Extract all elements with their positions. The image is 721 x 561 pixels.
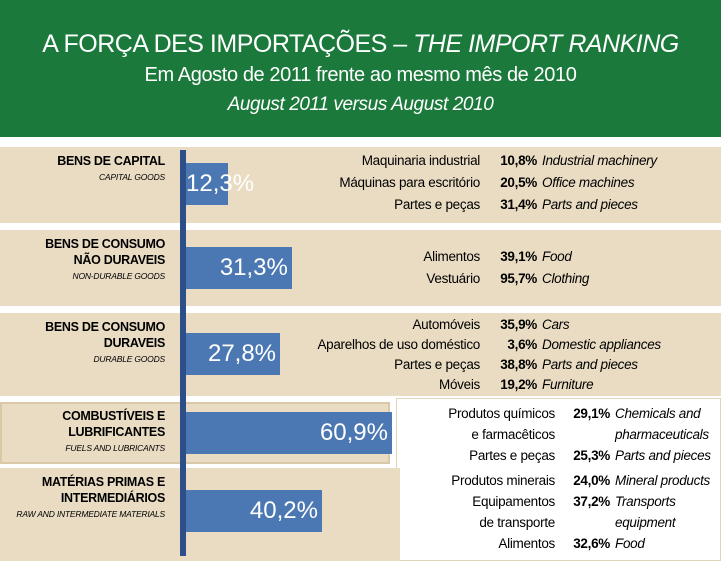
category-name-en: NON-DURABLE GOODS (72, 271, 166, 281)
item-value: 95,7% (500, 271, 537, 286)
item-value: 19,2% (500, 377, 537, 392)
row-band (0, 230, 721, 306)
category-name-en: CAPITAL GOODS (98, 172, 165, 182)
title: A FORÇA DES IMPORTAÇÕES – (42, 30, 414, 58)
category: MATÉRIAS PRIMAS E INTERMEDIÁRIOS RAW AND … (0, 474, 165, 519)
item-value: 24,0% (573, 473, 610, 488)
detail-item: Produtos químicos e farmacêticos 29,1% Che… (395, 403, 709, 445)
category-name-en: RAW AND INTERMEDIATE MATERIALS (16, 509, 165, 519)
item-value: 38,8% (500, 357, 537, 372)
category-name: BENS DE CAPITAL (57, 154, 165, 168)
category: BENS DE CONSUMO NÃO DURAVEIS NON-DURABLE … (0, 236, 165, 281)
bar: 60,9% (186, 412, 392, 454)
item-name: Aparelhos de uso doméstico (317, 337, 480, 352)
category: BENS DE CONSUMO DURAVEIS DURABLE GOODS (0, 319, 165, 364)
header: A FORÇA DES IMPORTAÇÕES – THE IMPORT RAN… (0, 0, 721, 137)
item-name: Maquinaria industrial (361, 153, 481, 168)
axis-line (180, 150, 186, 556)
item-name-en: Furniture (542, 377, 594, 392)
item-name: Alimentos (423, 249, 480, 264)
category-name: COMBUSTÍVEIS E LUBRIFICANTES (62, 409, 165, 439)
item-name-en: Parts and pieces (542, 357, 638, 372)
row-band (0, 147, 721, 223)
detail-item: Automóveis 35,9% Cars (200, 315, 569, 335)
item-name: Produtos químicos e farmacêticos (448, 406, 555, 442)
detail-box (396, 398, 721, 561)
item-value: 37,2% (573, 494, 610, 509)
item-name: Automóveis (412, 317, 480, 332)
item-name-en: Mineral products (615, 473, 710, 488)
item-value: 3,6% (507, 337, 537, 352)
detail-item: Maquinaria industrial 10,8% Industrial mac… (200, 150, 657, 172)
item-name-en: Transports equipment (615, 494, 676, 530)
detail-item: Partes e peças 38,8% Parts and pieces (200, 355, 638, 375)
item-name-en: Cars (542, 317, 570, 332)
category: BENS DE CAPITAL CAPITAL GOODS (0, 153, 165, 182)
item-name-en: Domestic appliances (542, 337, 661, 352)
detail-item: Vestuário 95,7% Clothing (200, 268, 589, 290)
detail-item: Partes e peças 31,4% Parts and pieces (200, 194, 638, 216)
item-name: Partes e peças (469, 448, 555, 463)
title-line: A FORÇA DES IMPORTAÇÕES – THE IMPORT RAN… (0, 30, 721, 59)
item-name: Máquinas para escritório (339, 175, 480, 190)
item-value: 25,3% (573, 448, 610, 463)
item-value: 31,4% (500, 197, 537, 212)
detail-item: Equipamentos de transporte 37,2% Transport… (395, 491, 676, 533)
bar: 31,3% (186, 247, 292, 289)
item-name-en: Clothing (542, 271, 590, 286)
item-name-en: Food (615, 536, 645, 551)
detail-item: Produtos minerais 24,0% Mineral products (395, 470, 710, 491)
item-name-en: Office machines (542, 175, 635, 190)
item-value: 20,5% (500, 175, 537, 190)
subtitle: Em Agosto de 2011 frente ao mesmo mês de… (144, 64, 577, 86)
bar: 40,2% (186, 490, 322, 532)
item-name-en: Food (542, 249, 572, 264)
item-name: Produtos minerais (451, 473, 555, 488)
detail-item: Alimentos 39,1% Food (200, 246, 572, 268)
bar-label: 27,8% (207, 340, 277, 367)
category-name-en: FUELS AND LUBRICANTS (65, 443, 165, 453)
bar-label: 40,2% (249, 497, 318, 524)
bar: 27,8% (186, 333, 281, 375)
category-name-en: DURABLE GOODS (93, 354, 165, 364)
detail-item: Alimentos 32,6% Food (395, 533, 645, 554)
item-name: Equipamentos de transporte (472, 494, 555, 530)
item-name-en: Chemicals and pharmaceuticals (615, 406, 709, 442)
item-value: 10,8% (500, 153, 537, 168)
detail-item: Partes e peças 25,3% Parts and pieces (395, 445, 711, 466)
item-name: Vestuário (426, 271, 480, 286)
category: COMBUSTÍVEIS E LUBRIFICANTES FUELS AND LU… (0, 408, 165, 453)
item-value: 35,9% (500, 317, 537, 332)
category-name: BENS DE CONSUMO NÃO DURAVEIS (45, 237, 165, 267)
item-value: 32,6% (573, 536, 610, 551)
detail-item: Móveis 19,2% Furniture (200, 375, 594, 395)
detail-item: Aparelhos de uso doméstico 3,6% Domestic a… (200, 335, 661, 355)
category-name: BENS DE CONSUMO DURAVEIS (45, 320, 165, 350)
item-name-en: Parts and pieces (615, 448, 711, 463)
row-band (0, 313, 721, 396)
title-en: THE IMPORT RANKING (413, 30, 679, 58)
bar-label: 60,9% (319, 419, 388, 446)
category-name: MATÉRIAS PRIMAS E INTERMEDIÁRIOS (41, 475, 165, 505)
item-name-en: Industrial machinery (542, 153, 657, 168)
item-name-en: Parts and pieces (542, 197, 638, 212)
item-name: Partes e peças (394, 357, 480, 372)
subtitle-en: August 2011 versus August 2010 (227, 94, 494, 115)
item-name: Partes e peças (394, 197, 480, 212)
detail-item: Máquinas para escritório 20,5% Office mach… (200, 172, 634, 194)
item-name: Alimentos (498, 536, 555, 551)
item-value: 29,1% (573, 406, 610, 421)
item-value: 39,1% (500, 249, 537, 264)
bar-label: 31,3% (219, 254, 288, 281)
item-name: Móveis (439, 377, 480, 392)
